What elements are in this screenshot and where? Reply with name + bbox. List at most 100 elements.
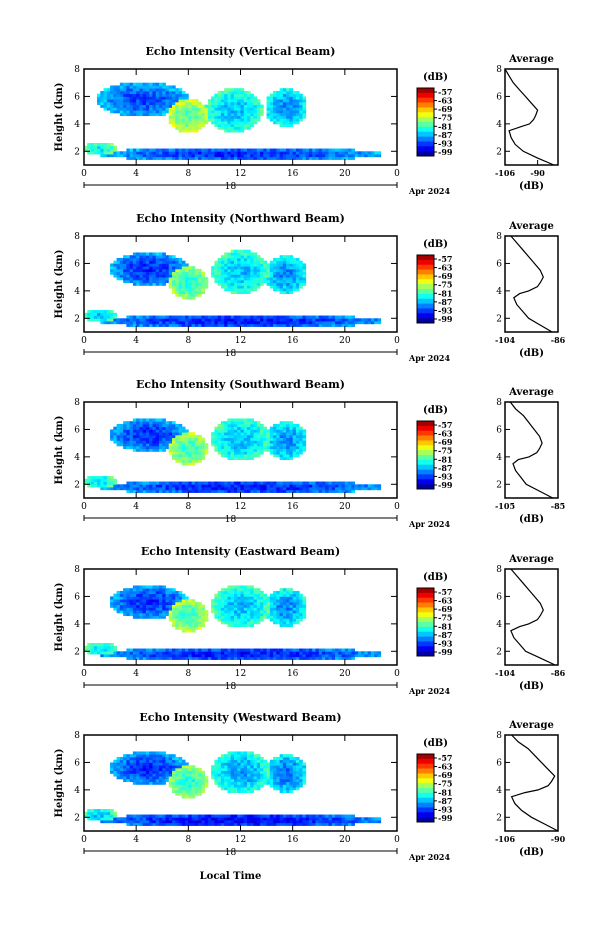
heatmap-cell bbox=[198, 814, 202, 818]
heatmap-cell bbox=[247, 274, 251, 278]
heatmap-cell bbox=[162, 615, 166, 619]
x-tick-label: 20 bbox=[339, 502, 351, 512]
heatmap-cell bbox=[172, 787, 176, 791]
heatmap-cell bbox=[110, 271, 114, 275]
heatmap-cell bbox=[152, 767, 157, 772]
heatmap-cell bbox=[315, 151, 320, 155]
heatmap-cell bbox=[292, 445, 297, 450]
heatmap-cell bbox=[207, 323, 212, 327]
heatmap-cell bbox=[233, 121, 238, 125]
heatmap-cell bbox=[158, 93, 163, 97]
heatmap-cell bbox=[149, 448, 153, 452]
heatmap-cell bbox=[204, 651, 209, 655]
heatmap-cell bbox=[165, 822, 170, 826]
heatmap-cell bbox=[240, 487, 245, 491]
heatmap-cell bbox=[260, 437, 264, 441]
heatmap-cell bbox=[312, 648, 316, 652]
heatmap-cell bbox=[295, 121, 300, 125]
heatmap-cell bbox=[149, 610, 153, 614]
heatmap-cell bbox=[286, 421, 290, 425]
heatmap-cell bbox=[123, 263, 127, 267]
heatmap-cell bbox=[204, 285, 209, 289]
heatmap-cell bbox=[295, 318, 300, 322]
heatmap-cell bbox=[276, 112, 281, 117]
colorbar-band bbox=[417, 298, 434, 304]
heatmap-cell bbox=[181, 434, 186, 439]
heatmap-cell bbox=[220, 607, 225, 611]
heatmap-cell bbox=[181, 90, 186, 95]
heatmap-cell bbox=[295, 621, 300, 625]
heatmap-cell bbox=[214, 610, 219, 614]
heatmap-cell bbox=[295, 257, 300, 262]
heatmap-cell bbox=[181, 96, 186, 100]
heatmap-cell bbox=[178, 456, 183, 460]
heatmap-cell bbox=[364, 154, 369, 158]
heatmap-cell bbox=[299, 607, 303, 611]
heatmap-cell bbox=[201, 487, 206, 491]
y-tick-label: 4 bbox=[74, 453, 80, 463]
heatmap-cell bbox=[240, 418, 245, 422]
heatmap-cell bbox=[100, 484, 104, 488]
heatmap-cell bbox=[211, 315, 215, 319]
heatmap-cell bbox=[194, 323, 199, 327]
heatmap-cell bbox=[175, 101, 179, 106]
heatmap-cell bbox=[289, 257, 294, 262]
heatmap-cell bbox=[312, 321, 316, 325]
heatmap-cell bbox=[256, 148, 261, 152]
heatmap-cell bbox=[181, 781, 186, 785]
heatmap-cell bbox=[119, 440, 124, 444]
date-label: Apr 2024 bbox=[408, 353, 451, 363]
heatmap-cell bbox=[129, 263, 134, 267]
heatmap-cell bbox=[243, 481, 248, 485]
heatmap-cell bbox=[142, 423, 147, 428]
heatmap-cell bbox=[237, 421, 241, 425]
heatmap-cell bbox=[198, 118, 202, 122]
heatmap-cell bbox=[256, 274, 261, 278]
heatmap-cell bbox=[158, 434, 163, 439]
heatmap-cell bbox=[185, 293, 189, 297]
heatmap-cell bbox=[273, 323, 277, 327]
heatmap-cell bbox=[132, 762, 137, 766]
heatmap-cell bbox=[253, 604, 258, 608]
heatmap-cell bbox=[302, 323, 307, 327]
heatmap-cell bbox=[126, 817, 131, 821]
heatmap-cell bbox=[110, 315, 114, 319]
heatmap-cell bbox=[149, 596, 153, 600]
heatmap-cell bbox=[198, 451, 202, 455]
heatmap-cell bbox=[240, 121, 245, 125]
heatmap-cell bbox=[286, 623, 290, 627]
heatmap-cell bbox=[198, 626, 202, 630]
heatmap-cell bbox=[220, 107, 225, 111]
heatmap-cell bbox=[181, 817, 186, 821]
heatmap-cell bbox=[348, 487, 352, 491]
x-tick-label: 4 bbox=[133, 669, 139, 679]
heatmap-cell bbox=[172, 593, 176, 597]
heatmap-cell bbox=[253, 651, 258, 655]
heatmap-cell bbox=[142, 751, 147, 755]
heatmap-cell bbox=[247, 429, 251, 433]
heatmap-cell bbox=[152, 615, 157, 619]
heatmap-cell bbox=[172, 118, 176, 122]
heatmap-cell bbox=[158, 154, 163, 158]
heatmap-cell bbox=[126, 321, 131, 325]
heatmap-cell bbox=[256, 323, 261, 327]
heatmap-cell bbox=[142, 590, 147, 595]
heatmap-cell bbox=[87, 476, 91, 480]
heatmap-cell bbox=[243, 623, 248, 627]
heatmap-cell bbox=[276, 440, 281, 444]
heatmap-cell bbox=[178, 599, 183, 603]
heatmap-cell bbox=[325, 656, 329, 660]
heatmap-cell bbox=[178, 759, 183, 763]
heatmap-cell bbox=[348, 656, 352, 660]
heatmap-cell bbox=[302, 481, 307, 485]
colorbar-tick-label: -69 bbox=[438, 104, 453, 114]
heatmap-cell bbox=[191, 648, 196, 652]
heatmap-cell bbox=[348, 154, 352, 158]
heatmap-cell bbox=[315, 656, 320, 660]
heatmap-cell bbox=[370, 154, 375, 158]
heatmap-cell bbox=[191, 274, 196, 278]
heatmap-cell bbox=[289, 434, 294, 439]
heatmap-cell bbox=[145, 437, 150, 441]
heatmap-cell bbox=[243, 615, 248, 619]
heatmap-cell bbox=[194, 321, 199, 325]
